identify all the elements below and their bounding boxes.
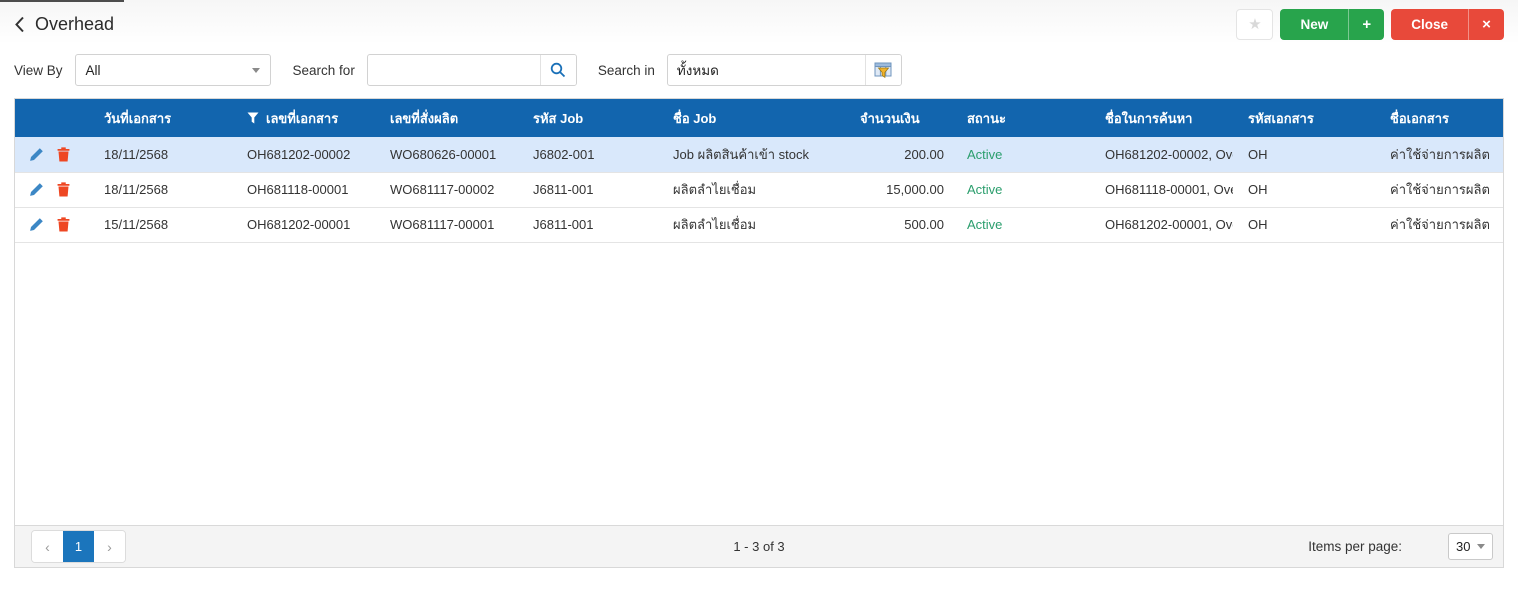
pencil-icon: [30, 147, 43, 161]
cell-job-name: ผลิตลำไยเชื่อม: [658, 172, 845, 208]
cell-doc-name: ค่าใช้จ่ายการผลิต: [1375, 137, 1503, 173]
cell-doc-no: OH681118-00001: [232, 172, 375, 208]
search-icon: [551, 62, 566, 78]
search-button[interactable]: [539, 55, 576, 85]
cell-job-name: ผลิตลำไยเชื่อม: [658, 207, 845, 243]
cell-search-name: OH681202-00001, Over: [1090, 207, 1233, 243]
column-header-amount[interactable]: จำนวนเงิน: [845, 99, 952, 137]
cell-date: 18/11/2568: [89, 172, 232, 208]
cell-wo-no: WO681117-00002: [375, 172, 518, 208]
favorite-button[interactable]: ★: [1236, 8, 1274, 40]
data-grid: วันที่เอกสาร เลขที่เอกสาร เลขที่สั่งผลิต…: [14, 98, 1504, 568]
new-button[interactable]: New: [1300, 16, 1329, 32]
pager: ‹ 1 ›: [31, 530, 126, 563]
cell-job-code: J6811-001: [518, 172, 658, 208]
cell-wo-no: WO681117-00001: [375, 207, 518, 243]
table-filter-icon: [874, 62, 892, 78]
search-in-label: Search in: [597, 62, 655, 78]
cell-date: 15/11/2568: [89, 207, 232, 243]
delete-button[interactable]: [57, 182, 70, 197]
pencil-icon: [30, 218, 43, 231]
cell-job-code: J6811-001: [518, 207, 658, 243]
cell-job-code: J6802-001: [518, 137, 658, 173]
top-bar: Overhead ★ New + Close ×: [0, 0, 1518, 44]
star-icon: ★: [1248, 16, 1262, 33]
cell-doc-code: OH: [1233, 137, 1375, 173]
column-header-search-name[interactable]: ชื่อในการค้นหา: [1090, 99, 1233, 137]
pager-range-text: 1 - 3 of 3: [733, 539, 785, 554]
view-by-dropdown[interactable]: All: [74, 54, 271, 86]
page-title: Overhead: [35, 13, 115, 34]
column-header-doc-no[interactable]: เลขที่เอกสาร: [232, 99, 375, 137]
cell-amount: 500.00: [845, 207, 952, 243]
cell-date: 18/11/2568: [89, 137, 232, 173]
chevron-down-icon: [1477, 544, 1485, 549]
column-header-job-name[interactable]: ชื่อ Job: [658, 99, 845, 137]
pager-next-button[interactable]: ›: [94, 531, 125, 562]
column-header-doc-name[interactable]: ชื่อเอกสาร: [1375, 99, 1503, 137]
column-header-job-code[interactable]: รหัส Job: [518, 99, 658, 137]
table-row[interactable]: 15/11/2568 OH681202-00001 WO681117-00001…: [15, 207, 1503, 243]
close-button-group: Close ×: [1391, 8, 1504, 40]
cell-search-name: OH681202-00002, Over: [1090, 137, 1233, 173]
cell-doc-name: ค่าใช้จ่ายการผลิต: [1375, 207, 1503, 243]
search-for-label: Search for: [292, 62, 355, 78]
trash-icon: [57, 182, 70, 197]
search-in-box: [666, 54, 902, 86]
delete-button[interactable]: [57, 147, 70, 162]
trash-icon: [57, 217, 70, 232]
table-header-row: วันที่เอกสาร เลขที่เอกสาร เลขที่สั่งผลิต…: [15, 99, 1503, 137]
status-badge: Active: [952, 172, 1090, 208]
cell-amount: 15,000.00: [845, 172, 952, 208]
items-per-page-label: Items per page:: [1308, 539, 1402, 554]
search-in-input[interactable]: [667, 55, 865, 85]
column-filter-button[interactable]: [864, 55, 901, 85]
close-button[interactable]: Close: [1411, 16, 1448, 32]
filter-bar: View By All Search for Search in: [0, 44, 1518, 98]
pencil-icon: [30, 183, 43, 196]
search-for-box: [366, 54, 577, 86]
filter-funnel-icon: [247, 112, 259, 124]
column-header-date[interactable]: วันที่เอกสาร: [89, 99, 232, 137]
view-by-label: View By: [14, 62, 63, 78]
cell-doc-code: OH: [1233, 207, 1375, 243]
overhead-table: วันที่เอกสาร เลขที่เอกสาร เลขที่สั่งผลิต…: [15, 99, 1503, 243]
items-per-page-dropdown[interactable]: 30: [1448, 533, 1493, 560]
edit-button[interactable]: [29, 182, 44, 197]
delete-button[interactable]: [57, 217, 70, 232]
pager-page-1[interactable]: 1: [63, 531, 94, 562]
column-header-actions: [15, 99, 89, 137]
trash-icon: [57, 147, 70, 162]
cell-amount: 200.00: [845, 137, 952, 173]
back-chevron-icon[interactable]: [14, 16, 25, 33]
column-header-wo-no[interactable]: เลขที่สั่งผลิต: [375, 99, 518, 137]
top-accent-bar: [0, 0, 124, 2]
close-x-button[interactable]: ×: [1468, 8, 1504, 40]
pager-prev-button[interactable]: ‹: [32, 531, 63, 562]
view-by-value: All: [85, 62, 101, 78]
table-row[interactable]: 18/11/2568 OH681202-00002 WO680626-00001…: [15, 137, 1503, 173]
cell-doc-no: OH681202-00001: [232, 207, 375, 243]
cell-doc-code: OH: [1233, 172, 1375, 208]
cell-doc-no: OH681202-00002: [232, 137, 375, 173]
cell-search-name: OH681118-00001, Over: [1090, 172, 1233, 208]
cell-job-name: Job ผลิตสินค้าเข้า stock: [658, 137, 845, 173]
new-button-group: New +: [1280, 8, 1385, 40]
items-per-page-value: 30: [1456, 539, 1471, 554]
search-for-input[interactable]: [367, 55, 540, 85]
cell-wo-no: WO680626-00001: [375, 137, 518, 173]
cell-doc-name: ค่าใช้จ่ายการผลิต: [1375, 172, 1503, 208]
column-header-doc-code[interactable]: รหัสเอกสาร: [1233, 99, 1375, 137]
grid-footer: ‹ 1 › 1 - 3 of 3 Items per page: 30: [15, 525, 1503, 567]
edit-button[interactable]: [29, 147, 44, 162]
new-plus-button[interactable]: +: [1348, 8, 1384, 40]
column-header-status[interactable]: สถานะ: [952, 99, 1090, 137]
status-badge: Active: [952, 207, 1090, 243]
edit-button[interactable]: [29, 217, 44, 232]
chevron-down-icon: [251, 67, 260, 73]
table-row[interactable]: 18/11/2568 OH681118-00001 WO681117-00002…: [15, 172, 1503, 208]
status-badge: Active: [952, 137, 1090, 173]
